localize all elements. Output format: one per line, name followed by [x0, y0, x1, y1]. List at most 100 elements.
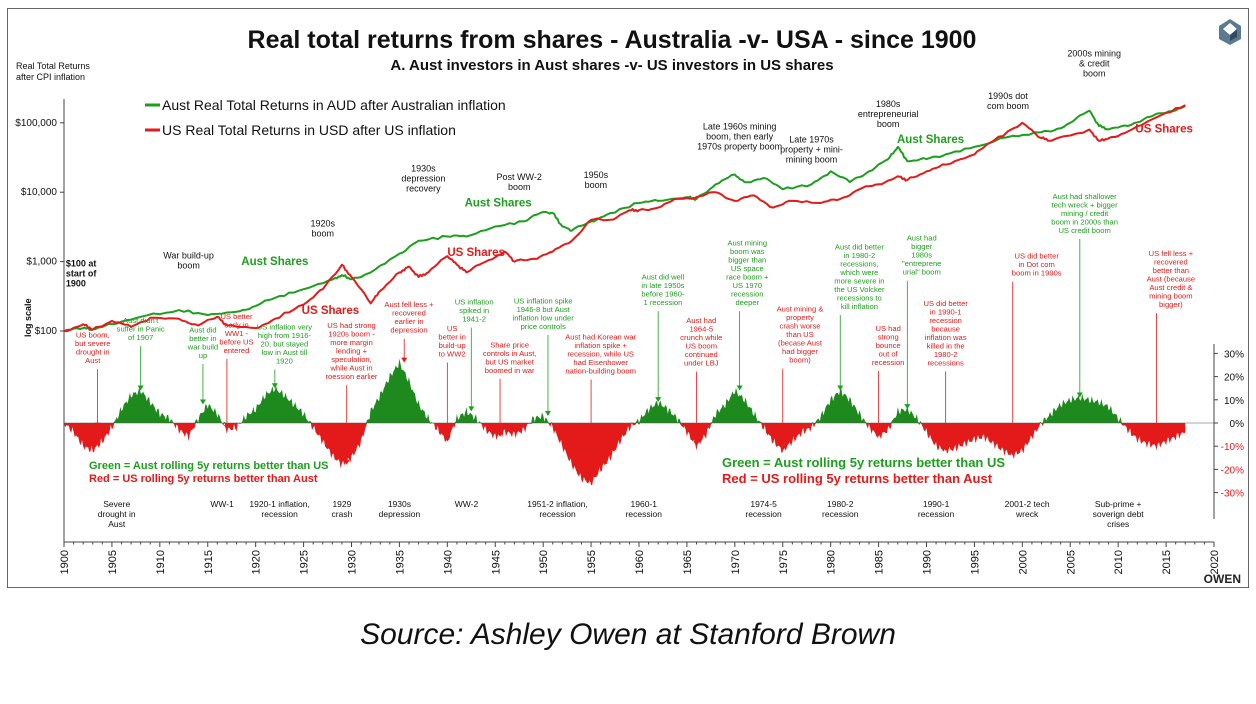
period-label: 1920-1 inflation,recession	[249, 499, 310, 519]
x-tick-label: 1945	[490, 550, 502, 574]
period-label: 1951-2 inflation,recession	[527, 499, 588, 519]
period-label-line: recession	[918, 509, 955, 519]
event-annotation-line: 20, but stayed	[261, 340, 309, 349]
event-annotation-line: property	[786, 313, 814, 322]
x-tick-label: 1995	[969, 550, 981, 574]
annotation-arrowhead	[588, 478, 595, 484]
event-annotation-line: mining / credit	[1061, 209, 1109, 218]
event-annotation-line: to WW2	[439, 350, 466, 359]
event-annotation-line: recession	[731, 290, 764, 299]
event-annotation-line: Aust had Korean war	[565, 333, 636, 342]
event-annotation-line: while Aust in	[329, 364, 372, 373]
event-annotation-line: 1941-2	[462, 315, 486, 324]
event-annotation-line: bigger)	[1159, 300, 1183, 309]
event-annotation-line: kill inflation	[841, 302, 878, 311]
top-annotation-line: depression	[401, 173, 445, 183]
event-annotation-line: price controls	[521, 322, 566, 331]
event-annotation-line: US inflation	[455, 298, 494, 307]
event-annotation-line: crunch while	[680, 333, 722, 342]
event-annotation-line: (becase Aust	[778, 339, 823, 348]
event-annotation-line: before US	[219, 337, 253, 346]
x-tick-label: 1980	[826, 550, 838, 574]
event-annotation-line: Aust did better	[835, 242, 884, 251]
x-tick-label: 2005	[1065, 550, 1077, 574]
period-label-line: WW-2	[455, 499, 479, 509]
series-label: US Shares	[447, 247, 505, 259]
event-annotation-line: US had	[875, 324, 900, 333]
y2-tick-label: 0%	[1230, 419, 1245, 430]
y2-tick-label: -20%	[1221, 465, 1244, 476]
period-label-line: drought in	[98, 509, 136, 519]
top-annotation-line: boom	[177, 261, 200, 271]
annotation-arrowhead	[401, 357, 408, 363]
top-annotation-line: $100 at	[66, 258, 97, 268]
event-annotation-line: Share price	[490, 340, 529, 349]
event-annotation-line: continued	[685, 350, 718, 359]
x-tick-label: 1990	[922, 550, 934, 574]
y-tick-label: $100	[35, 326, 58, 337]
event-annotation-line: recessions,	[840, 259, 878, 268]
event-annotation-line: suffer in Panic	[117, 325, 165, 334]
annotation-arrowhead	[94, 422, 101, 428]
annotation-arrowhead	[1009, 450, 1016, 456]
returns-chart: Real total returns from shares - Austral…	[15, 19, 1245, 586]
top-annotation-line: property + mini-	[780, 145, 843, 155]
event-annotation-line: recession	[929, 316, 962, 325]
annotation-arrowhead	[497, 431, 504, 437]
event-annotation-line: spiked in	[459, 306, 489, 315]
event-annotation-line: Aust didn't	[123, 316, 159, 325]
event-annotation-line: Aust	[85, 356, 101, 365]
event-annotation-line: inflation spike +	[574, 341, 627, 350]
event-annotation-line: US boom,	[76, 331, 110, 340]
top-annotation-line: Late 1960s mining	[703, 122, 777, 132]
event-annotation-line: in 1980-2	[844, 251, 876, 260]
x-tick-label: 1970	[730, 550, 742, 574]
period-label-line: 1951-2 inflation,	[527, 499, 588, 509]
top-annotation-line: boom, then early	[706, 132, 774, 142]
brand-label: OWEN	[1204, 572, 1241, 586]
y-axis-title-line: Real Total Returns	[16, 61, 90, 71]
event-annotation-line: Aust had	[907, 234, 937, 243]
event-annotation-line: US boom	[685, 342, 717, 351]
event-annotation-line: 1920	[276, 357, 293, 366]
top-annotation-line: 1930s	[411, 163, 436, 173]
event-annotation-line: in 1990-1	[930, 307, 962, 316]
legend-label: US Real Total Returns in USD after US in…	[162, 122, 456, 138]
period-label-line: 1920-1 inflation,	[249, 499, 310, 509]
event-annotation-line: but US market	[485, 357, 534, 366]
annotation-arrowhead	[942, 445, 949, 451]
x-tick-label: 2020	[1209, 550, 1221, 574]
annotation-arrowhead	[693, 441, 700, 447]
x-tick-label: 2000	[1017, 550, 1029, 574]
event-annotation-line: 1946-8 but Aust	[517, 305, 571, 314]
x-tick-label: 1975	[778, 550, 790, 574]
event-annotation-line: because	[931, 324, 960, 333]
period-label-line: 1974-5	[750, 499, 777, 509]
event-annotation-line: before 1960-	[641, 290, 685, 299]
brand-logo-icon	[1219, 19, 1241, 45]
event-annotation-line: tech wreck + bigger	[1052, 200, 1119, 209]
event-annotation-line: Aust (because	[1147, 275, 1196, 284]
top-annotation-line: com boom	[987, 101, 1029, 111]
annotation-arrowhead	[779, 445, 786, 451]
annotation-arrowhead	[468, 406, 475, 412]
event-annotation-line: in late 1950s	[641, 281, 684, 290]
event-annotation-line: had Eisenhower	[573, 358, 628, 367]
annotation-arrowhead	[223, 424, 230, 430]
y2-tick-label: -10%	[1221, 442, 1244, 453]
event-annotation-line: mining boom	[1149, 292, 1192, 301]
x-tick-label: 2010	[1113, 550, 1125, 574]
series-label: US Shares	[302, 305, 360, 317]
period-label-line: 1960-1	[631, 499, 658, 509]
